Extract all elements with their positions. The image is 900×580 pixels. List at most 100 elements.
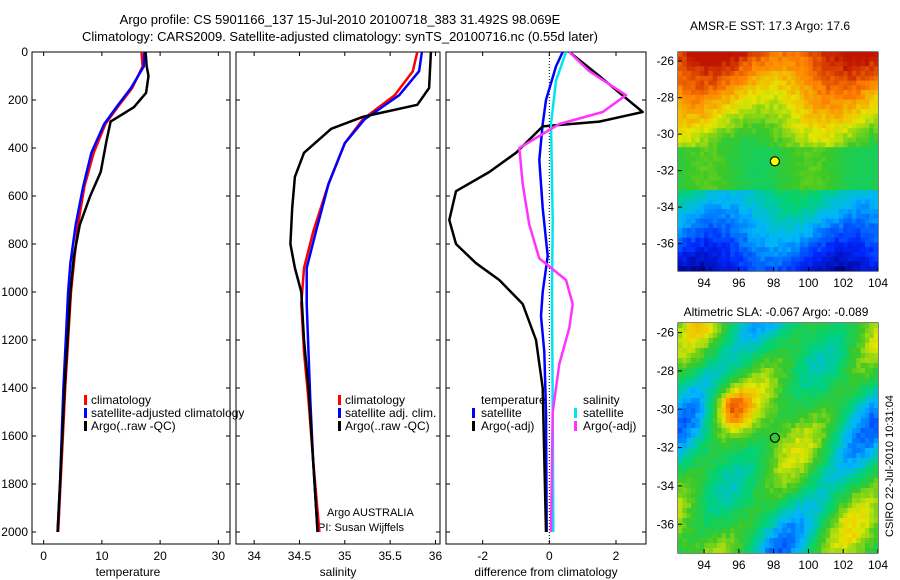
heatmap-cell (817, 548, 823, 553)
heatmap-cell (791, 468, 796, 474)
heatmap-cell (717, 453, 723, 459)
heatmap-cell (791, 194, 796, 201)
heatmap-cell (869, 528, 875, 534)
heatmap-cell (751, 468, 757, 474)
heatmap-cell (843, 109, 849, 115)
heatmap-cell (773, 171, 779, 177)
heatmap-cell (817, 523, 823, 529)
heatmap-cell (773, 413, 779, 419)
heatmap-cell (695, 142, 701, 148)
heatmap-cell (821, 368, 827, 374)
map-x-tick-label: 104 (868, 276, 888, 290)
heatmap-cell (704, 180, 710, 186)
heatmap-cell (830, 343, 836, 349)
heatmap-cell (808, 543, 814, 549)
heatmap-cell (704, 373, 710, 379)
heatmap-cell (817, 433, 823, 439)
heatmap-cell (743, 428, 749, 434)
heatmap-cell (860, 175, 866, 182)
heatmap-cell (738, 61, 744, 67)
heatmap-cell (747, 363, 753, 369)
heatmap-cell (795, 458, 801, 464)
heatmap-cell (686, 166, 692, 172)
heatmap-cell (682, 223, 688, 229)
heatmap-cell (717, 373, 723, 379)
heatmap-cell (808, 66, 814, 72)
heatmap-cell (686, 80, 692, 86)
heatmap-cell (708, 483, 714, 489)
heatmap-cell (721, 443, 727, 449)
heatmap-cell (847, 113, 853, 120)
heatmap-cell (782, 247, 788, 253)
heatmap-cell (843, 190, 849, 196)
heatmap-cell (821, 237, 827, 244)
heatmap-cell (799, 128, 805, 134)
heatmap-cell (743, 488, 749, 494)
heatmap-cell (747, 75, 753, 82)
heatmap-cell (864, 194, 870, 201)
heatmap-cell (738, 458, 744, 464)
heatmap-cell (786, 528, 792, 534)
heatmap-cell (795, 56, 801, 63)
heatmap-cell (773, 498, 779, 504)
heatmap-cell (686, 458, 692, 464)
heatmap-cell (686, 185, 692, 191)
heatmap-cell (804, 548, 810, 553)
heatmap-cell (869, 209, 875, 215)
heatmap-cell (782, 368, 788, 374)
heatmap-cell (678, 118, 683, 125)
heatmap-cell (825, 443, 831, 449)
heatmap-cell (838, 473, 844, 479)
heatmap-cell (695, 538, 701, 544)
heatmap-cell (769, 348, 775, 354)
heatmap-cell (782, 528, 788, 534)
heatmap-cell (686, 543, 692, 549)
heatmap-cell (747, 413, 753, 419)
heatmap-cell (717, 353, 723, 359)
heatmap-cell (778, 413, 783, 419)
heatmap-cell (804, 418, 810, 424)
heatmap-cell (704, 123, 710, 129)
heatmap-cell (756, 94, 762, 101)
heatmap-cell (773, 228, 779, 234)
heatmap-cell (786, 538, 792, 544)
heatmap-cell (786, 218, 792, 224)
heatmap-cell (812, 61, 818, 67)
heatmap-cell (764, 75, 770, 82)
heatmap-cell (808, 132, 814, 139)
heatmap-cell (760, 368, 766, 374)
heatmap-cell (834, 118, 840, 125)
heatmap-cell (756, 266, 762, 271)
heatmap-cell (751, 463, 757, 469)
heatmap-cell (678, 71, 683, 77)
heatmap-cell (860, 378, 866, 384)
heatmap-cell (808, 408, 814, 414)
heatmap-cell (747, 538, 753, 544)
heatmap-cell (678, 223, 683, 229)
heatmap-cell (734, 368, 740, 374)
heatmap-cell (691, 508, 696, 514)
heatmap-cell (760, 443, 766, 449)
heatmap-cell (808, 90, 814, 96)
heatmap-cell (682, 503, 688, 509)
heatmap-cell (717, 408, 723, 414)
heatmap-cell (873, 99, 878, 105)
heatmap-cell (812, 333, 818, 339)
heatmap-cell (695, 199, 701, 205)
heatmap-cell (725, 433, 731, 439)
heatmap-cell (725, 213, 731, 220)
heatmap-cell (747, 180, 753, 186)
heatmap-cell (695, 458, 701, 464)
heatmap-cell (704, 533, 710, 539)
heatmap-cell (847, 247, 853, 253)
heatmap-cell (764, 348, 770, 354)
heatmap-cell (756, 353, 762, 359)
heatmap-cell (860, 408, 866, 414)
heatmap-cell (856, 52, 862, 58)
heatmap-cell (847, 132, 853, 139)
heatmap-cell (738, 242, 744, 248)
heatmap-cell (834, 194, 840, 201)
heatmap-cell (843, 52, 849, 58)
heatmap-cell (834, 99, 840, 105)
heatmap-cell (738, 75, 744, 82)
